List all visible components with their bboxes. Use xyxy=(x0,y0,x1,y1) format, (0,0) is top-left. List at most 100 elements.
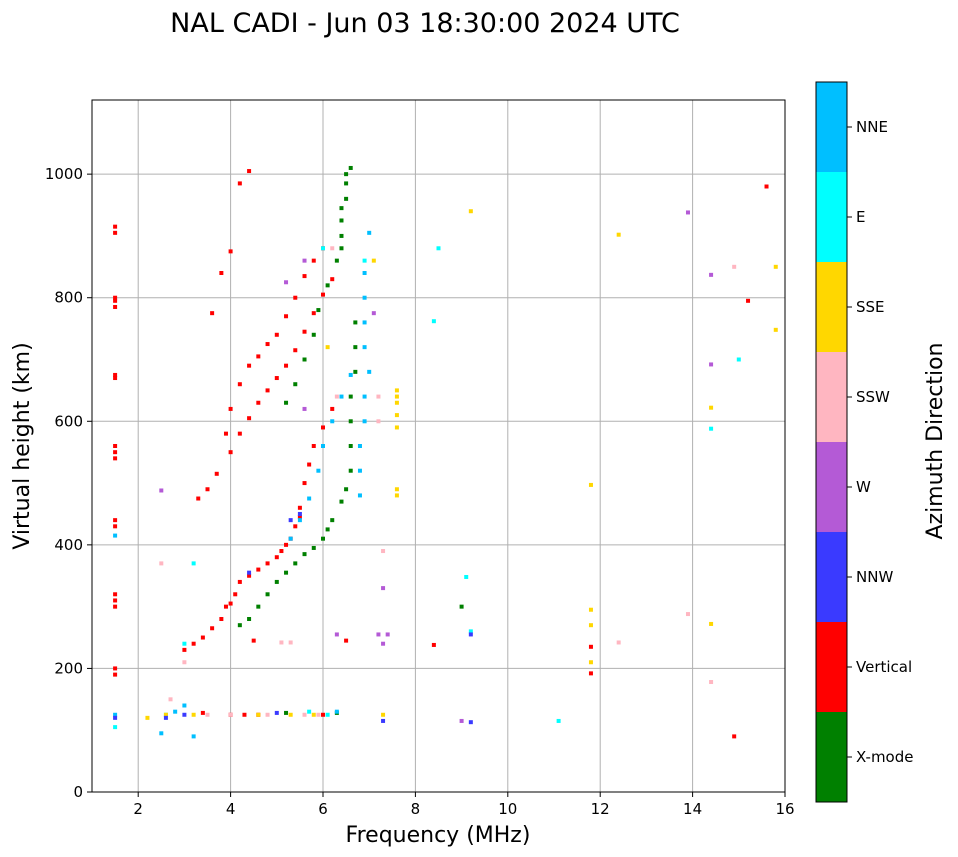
data-point-x-mode xyxy=(237,623,242,628)
data-point-nne xyxy=(113,712,118,717)
data-point-sse xyxy=(145,715,150,720)
data-point-vertical xyxy=(302,274,307,279)
data-point-nne xyxy=(191,734,196,739)
data-point-vertical xyxy=(321,425,325,430)
data-point-x-mode xyxy=(325,283,330,288)
data-point-vertical xyxy=(293,524,298,529)
data-point-e xyxy=(436,246,441,251)
data-point-nne xyxy=(357,493,362,498)
data-point-nnw xyxy=(113,715,118,720)
data-point-sse xyxy=(311,712,316,717)
data-point-w xyxy=(334,632,339,637)
data-point-nne xyxy=(297,518,302,523)
data-point-vertical xyxy=(311,258,316,263)
data-point-nnw xyxy=(274,710,279,715)
data-point-vertical xyxy=(265,388,270,393)
data-point-x-mode xyxy=(353,369,358,374)
data-point-vertical xyxy=(223,604,228,609)
data-point-sse xyxy=(773,264,778,269)
data-point-vertical xyxy=(732,734,737,739)
x-tick-label: 14 xyxy=(683,800,702,818)
data-point-vertical xyxy=(344,638,349,643)
data-point-ssw xyxy=(334,394,339,399)
data-point-nne xyxy=(339,394,344,399)
data-point-nne xyxy=(357,444,362,448)
data-point-vertical xyxy=(256,354,261,359)
data-point-sse xyxy=(325,345,330,350)
data-point-nnw xyxy=(381,718,386,723)
data-point-x-mode xyxy=(311,545,316,550)
data-point-e xyxy=(464,574,469,579)
data-point-e xyxy=(556,718,561,723)
data-point-vertical xyxy=(297,505,302,510)
data-point-x-mode xyxy=(344,196,349,201)
data-point-vertical xyxy=(113,524,118,529)
data-point-e xyxy=(325,712,330,717)
data-point-nne xyxy=(357,468,362,473)
data-point-vertical xyxy=(113,666,118,671)
data-point-vertical xyxy=(279,549,284,554)
data-points xyxy=(113,165,778,739)
data-point-vertical xyxy=(113,592,118,597)
colorbar-segment xyxy=(816,172,847,262)
data-point-nnw xyxy=(468,720,473,725)
data-point-vertical xyxy=(256,567,261,572)
data-point-nne xyxy=(348,372,353,377)
data-point-vertical xyxy=(247,416,252,421)
data-point-vertical xyxy=(200,710,205,715)
x-tick-label: 4 xyxy=(226,800,236,818)
data-point-nne xyxy=(330,419,335,424)
grid-lines xyxy=(92,100,785,792)
data-point-nne xyxy=(159,731,164,736)
data-point-x-mode xyxy=(293,561,298,566)
data-point-x-mode xyxy=(459,604,464,609)
data-point-w xyxy=(685,210,690,215)
data-point-x-mode xyxy=(247,617,252,621)
data-point-e xyxy=(362,258,367,263)
data-point-vertical xyxy=(274,555,279,560)
data-point-nne xyxy=(362,320,367,325)
data-point-x-mode xyxy=(256,604,261,609)
data-point-w xyxy=(709,362,714,367)
data-point-vertical xyxy=(321,292,325,297)
data-point-sse xyxy=(588,623,593,628)
data-point-nne xyxy=(173,709,178,714)
data-point-x-mode xyxy=(348,444,353,448)
data-point-x-mode xyxy=(339,246,344,251)
data-point-nne xyxy=(288,536,293,541)
data-point-sse xyxy=(163,712,168,717)
data-point-vertical xyxy=(764,184,769,189)
colorbar-tick-label: NNE xyxy=(856,118,888,136)
data-point-vertical xyxy=(284,363,289,368)
y-tick-label: 400 xyxy=(54,536,83,554)
data-point-sse xyxy=(394,493,399,498)
data-point-ssw xyxy=(182,660,187,665)
data-point-x-mode xyxy=(302,357,307,362)
data-point-sse xyxy=(773,327,778,332)
data-point-nne xyxy=(367,230,372,235)
data-point-vertical xyxy=(214,471,219,476)
y-axis-label: Virtual height (km) xyxy=(10,342,35,549)
data-point-ssw xyxy=(330,246,335,251)
data-point-nnw xyxy=(182,712,187,717)
data-point-vertical xyxy=(210,626,215,631)
data-point-sse xyxy=(191,712,196,717)
data-point-vertical xyxy=(113,372,118,377)
plot-frame xyxy=(91,99,786,793)
data-point-nne xyxy=(362,271,367,275)
data-point-w xyxy=(371,311,376,316)
colorbar-tick-label: SSE xyxy=(856,298,885,316)
data-point-vertical xyxy=(284,542,289,547)
data-point-ssw xyxy=(732,264,737,269)
data-point-sse xyxy=(288,712,293,717)
colorbar-segment xyxy=(816,442,847,532)
data-point-vertical xyxy=(113,450,118,455)
data-point-nne xyxy=(316,468,321,473)
data-point-ssw xyxy=(265,712,270,717)
data-point-vertical xyxy=(113,298,118,303)
data-point-x-mode xyxy=(353,345,358,350)
data-point-vertical xyxy=(113,518,118,523)
data-point-e xyxy=(709,426,714,431)
data-point-e xyxy=(307,709,312,714)
data-point-nne xyxy=(113,533,118,538)
